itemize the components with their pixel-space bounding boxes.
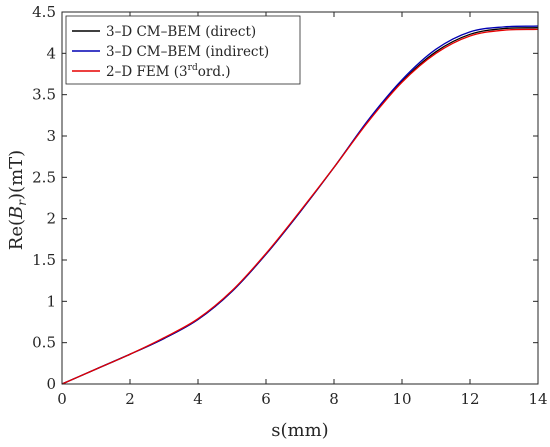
series-line-fem: [61, 28, 539, 385]
legend: 3–D CM–BEM (direct) 3–D CM–BEM (indirect…: [65, 15, 301, 85]
legend-label-direct: 3–D CM–BEM (direct): [106, 24, 256, 40]
y-tick-label: 4: [46, 44, 56, 62]
x-tick-label: 0: [57, 390, 67, 408]
legend-label-fem-pre: 2–D FEM (3: [106, 64, 188, 80]
y-tick-label: 3: [46, 127, 56, 145]
series-layer: [61, 25, 539, 385]
x-axis-label: s(mm): [271, 420, 328, 441]
x-tick-label: 10: [392, 390, 411, 408]
y-axis-label: Re(Br)(mT): [6, 150, 29, 250]
y-axis-label-pre: Re(: [6, 219, 27, 250]
legend-label-indirect: 3–D CM–BEM (indirect): [106, 44, 269, 60]
legend-label-fem: 2–D FEM (3rdord.): [106, 63, 231, 80]
y-tick-label: 2.5: [32, 168, 56, 186]
legend-label-fem-sup: rd: [188, 63, 198, 73]
y-axis-label-base: B: [6, 206, 27, 220]
y-tick-label: 1: [46, 292, 56, 310]
x-tick-label: 2: [125, 390, 135, 408]
y-tick-label: 4.5: [32, 3, 56, 21]
x-tick-label: 12: [460, 390, 479, 408]
legend-box: [65, 15, 301, 85]
y-tick-label: 3.5: [32, 86, 56, 104]
y-axis-label-post: )(mT): [6, 150, 27, 200]
y-tick-label: 1.5: [32, 251, 56, 269]
y-tick-label: 2: [46, 210, 56, 228]
legend-label-fem-post: ord.): [198, 64, 231, 80]
x-tick-label: 4: [193, 390, 203, 408]
x-tick-label: 8: [329, 390, 339, 408]
plot-frame: [61, 11, 539, 385]
x-tick-label: 14: [528, 390, 547, 408]
y-axis-label-sub: r: [15, 199, 29, 206]
y-tick-label: 0.5: [32, 334, 56, 352]
axis-ticks: 0 2 4 6 8 10 12 14 0 0.5 1 1.5 2 2.5 3 3.5 4 4.5: [32, 3, 547, 408]
y-tick-label: 0: [46, 375, 56, 393]
x-tick-label: 6: [261, 390, 271, 408]
